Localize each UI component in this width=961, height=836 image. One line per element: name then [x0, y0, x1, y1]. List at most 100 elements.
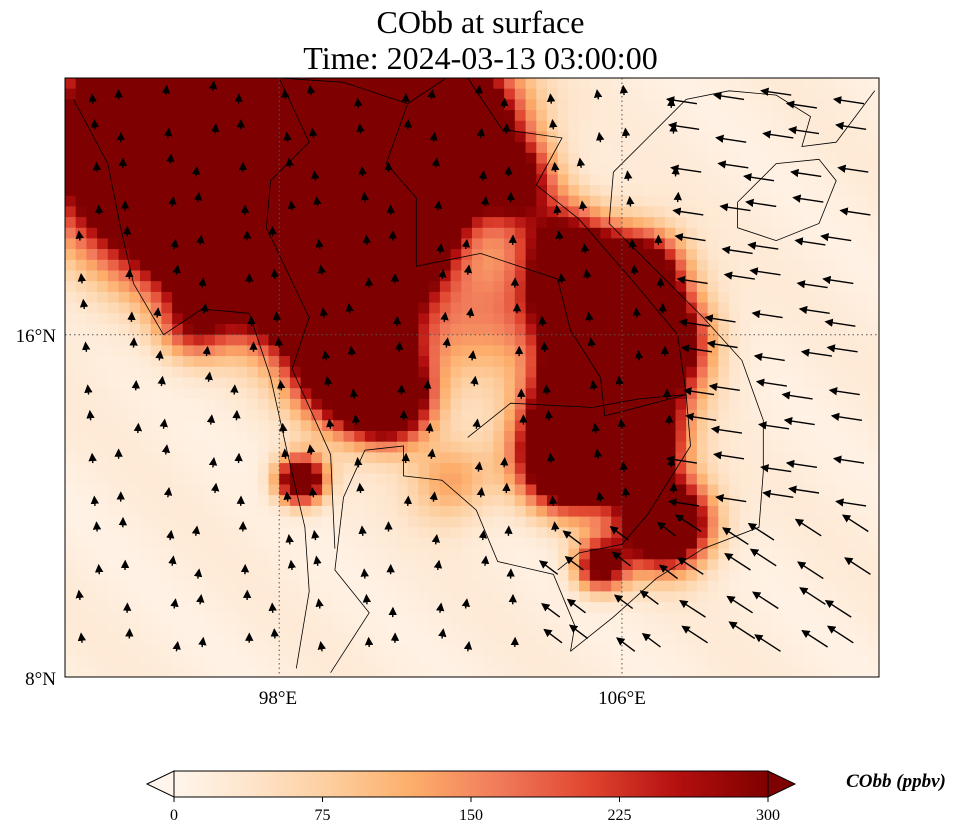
- heat-cell: [140, 366, 152, 379]
- heat-cell: [97, 655, 109, 667]
- heat-cell: [793, 78, 805, 90]
- heat-cell: [664, 259, 677, 272]
- heat-cell: [696, 398, 709, 411]
- heat-cell: [300, 217, 312, 229]
- heat-cell: [86, 302, 98, 314]
- heat-cell: [450, 420, 462, 432]
- heat-cell: [761, 655, 773, 667]
- heat-cell: [300, 88, 312, 100]
- heat-cell: [150, 570, 162, 582]
- heat-cell: [868, 238, 879, 250]
- heat-cell: [397, 655, 409, 667]
- heat-cell: [472, 537, 484, 550]
- heat-cell: [172, 131, 184, 143]
- heat-cell: [418, 634, 430, 646]
- heat-cell: [472, 281, 484, 293]
- heat-cell: [643, 495, 655, 507]
- heat-cell: [129, 623, 141, 635]
- heat-cell: [750, 356, 762, 368]
- heat-cell: [236, 612, 248, 625]
- heat-cell: [182, 570, 195, 582]
- heat-cell: [579, 420, 591, 432]
- heat-cell: [375, 142, 387, 154]
- heat-cell: [589, 591, 602, 603]
- heat-cell: [632, 324, 644, 336]
- heat-cell: [97, 185, 109, 197]
- heat-cell: [675, 377, 687, 389]
- heat-cell: [193, 473, 205, 486]
- heat-cell: [461, 185, 473, 197]
- heat-cell: [504, 591, 516, 603]
- heat-cell: [514, 227, 527, 240]
- heat-cell: [472, 238, 484, 250]
- heat-cell: [482, 580, 494, 592]
- heat-cell: [482, 259, 494, 272]
- heat-cell: [514, 495, 527, 507]
- heat-cell: [621, 142, 634, 154]
- heat-cell: [782, 484, 794, 496]
- heat-cell: [825, 420, 837, 432]
- heat-cell: [771, 163, 784, 175]
- heat-cell: [289, 484, 302, 496]
- heat-cell: [718, 88, 730, 100]
- heat-cell: [536, 516, 548, 528]
- heat-cell: [118, 473, 130, 486]
- heat-cell: [493, 655, 505, 667]
- heat-cell: [257, 559, 270, 571]
- heat-cell: [504, 420, 516, 432]
- heat-cell: [482, 495, 494, 507]
- heat-cell: [97, 398, 109, 411]
- heat-cell: [268, 463, 280, 475]
- heat-cell: [771, 409, 784, 421]
- heat-cell: [739, 420, 752, 432]
- heat-cell: [846, 366, 859, 379]
- heat-cell: [236, 623, 248, 635]
- heat-cell: [418, 409, 430, 421]
- heat-cell: [804, 505, 816, 518]
- heat-cell: [225, 398, 237, 411]
- heat-cell: [836, 388, 848, 400]
- heat-cell: [525, 452, 537, 464]
- heat-cell: [407, 537, 419, 550]
- heat-cell: [611, 452, 623, 464]
- heat-cell: [718, 420, 730, 432]
- heat-cell: [354, 634, 366, 646]
- heat-cell: [793, 666, 805, 677]
- heat-cell: [868, 345, 879, 357]
- heat-cell: [814, 334, 826, 346]
- heat-cell: [568, 206, 580, 218]
- heat-cell: [204, 655, 216, 667]
- heat-cell: [804, 388, 816, 400]
- heat-cell: [161, 185, 173, 197]
- heat-cell: [268, 227, 280, 240]
- heat-cell: [857, 131, 869, 143]
- heat-cell: [621, 516, 634, 528]
- heat-cell: [193, 99, 205, 111]
- wind-arrow: [423, 380, 432, 391]
- heat-cell: [182, 388, 195, 400]
- heat-cell: [375, 238, 387, 250]
- heat-cell: [718, 580, 730, 592]
- heat-cell: [472, 570, 484, 582]
- heat-cell: [793, 570, 805, 582]
- heat-cell: [632, 473, 644, 486]
- heat-cell: [461, 409, 473, 421]
- heat-cell: [525, 345, 537, 357]
- heat-cell: [611, 516, 623, 528]
- heat-cell: [65, 88, 77, 100]
- heat-cell: [75, 612, 87, 625]
- heat-cell: [718, 302, 730, 314]
- heat-cell: [257, 602, 270, 614]
- heat-cell: [504, 516, 516, 528]
- heat-cell: [782, 602, 794, 614]
- heat-cell: [707, 131, 719, 143]
- heat-cell: [654, 78, 666, 90]
- heat-cell: [547, 463, 559, 475]
- heat-cell: [611, 110, 623, 122]
- heat-cell: [525, 580, 537, 592]
- heat-cell: [729, 120, 741, 133]
- heat-cell: [739, 259, 752, 272]
- heat-cell: [86, 398, 98, 411]
- heat-cell: [643, 516, 655, 528]
- heat-cell: [343, 217, 355, 229]
